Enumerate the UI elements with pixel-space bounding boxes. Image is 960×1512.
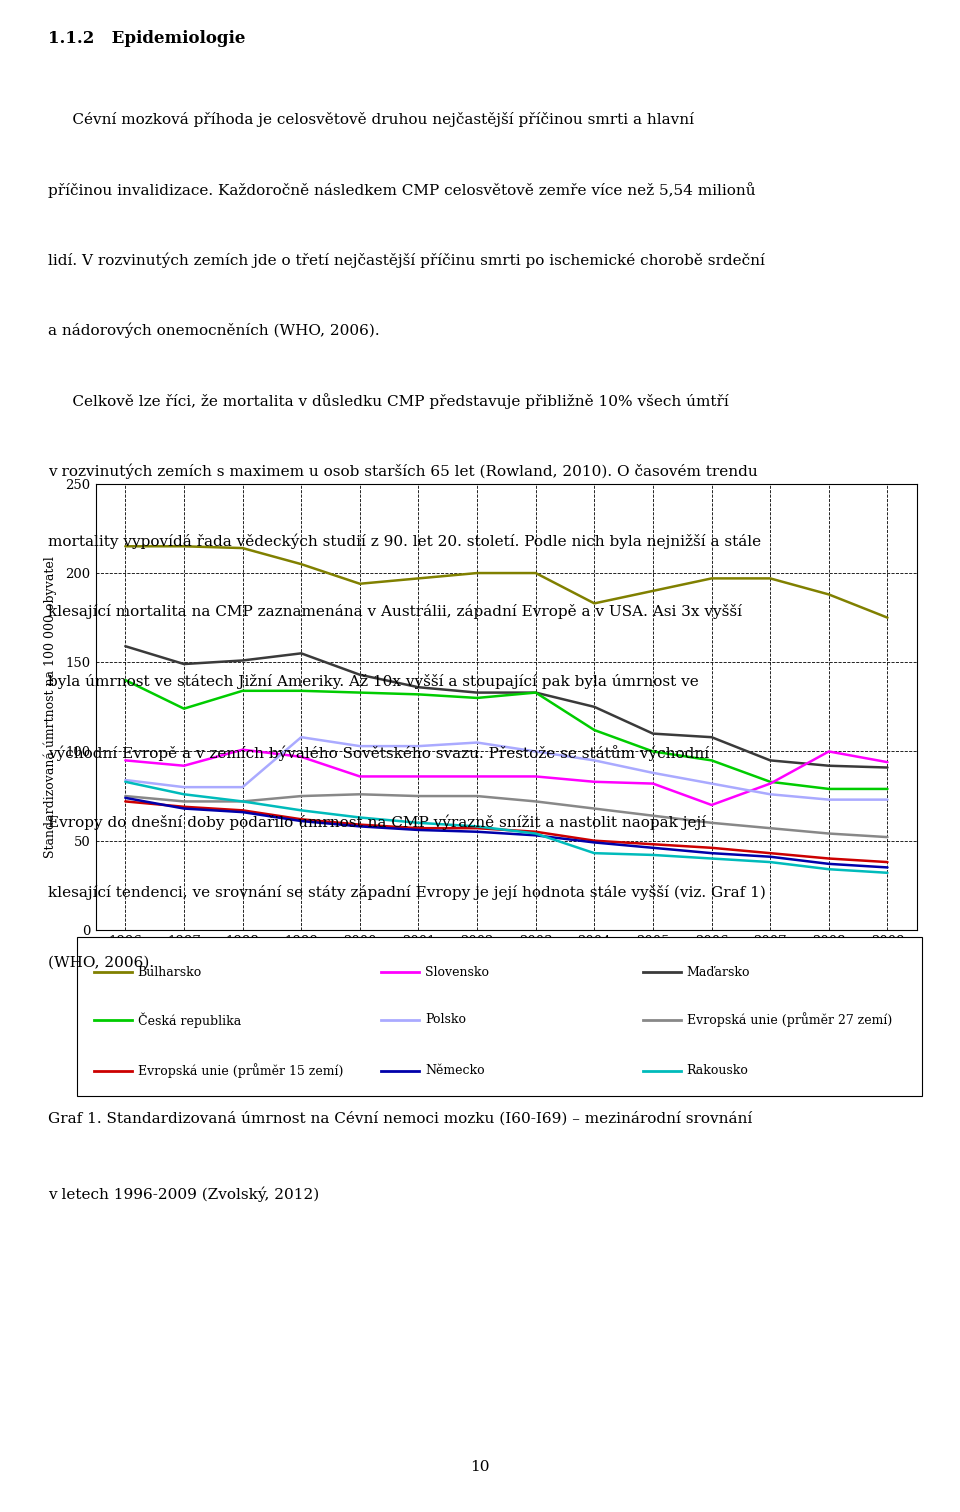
Text: Německo: Německo <box>425 1064 485 1077</box>
Text: 1.1.2   Epidemiologie: 1.1.2 Epidemiologie <box>48 30 246 47</box>
Text: Cévní mozková příhoda je celosvětově druhou nejčastější příčinou smrti a hlavní: Cévní mozková příhoda je celosvětově dru… <box>48 112 694 127</box>
Text: a nádorových onemocněních (WHO, 2006).: a nádorových onemocněních (WHO, 2006). <box>48 324 379 339</box>
Text: Slovensko: Slovensko <box>425 966 489 978</box>
Text: Evropská unie (průměr 27 zemí): Evropská unie (průměr 27 zemí) <box>686 1013 892 1028</box>
Text: lidí. V rozvinutých zemích jde o třetí nejčastější příčinu smrti po ischemické c: lidí. V rozvinutých zemích jde o třetí n… <box>48 253 765 268</box>
Y-axis label: Standardizovaná úmrtnost na 100 000 obyvatel: Standardizovaná úmrtnost na 100 000 obyv… <box>43 556 57 857</box>
Text: byla úmrnost ve státech Jižní Ameriky. Až 10x vyšší a stoupající pak byla úmrnos: byla úmrnost ve státech Jižní Ameriky. A… <box>48 674 699 689</box>
Text: příčinou invalidizace. Každoročně následkem CMP celosvětově zemře více než 5,54 : příčinou invalidizace. Každoročně násled… <box>48 181 756 198</box>
Text: 10: 10 <box>470 1459 490 1474</box>
Text: Česká republika: Česká republika <box>137 1012 241 1028</box>
Text: mortality vypovídá řada vědeckých studií z 90. let 20. století. Podle nich byla : mortality vypovídá řada vědeckých studií… <box>48 534 761 549</box>
Text: východní Evropě a v zemích bývalého Sovětského svazu. Přestože se státům východn: východní Evropě a v zemích bývalého Sově… <box>48 744 709 761</box>
Text: klesající mortalita na CMP zaznamenána v Austrálii, západní Evropě a v USA. Asi : klesající mortalita na CMP zaznamenána v… <box>48 603 742 618</box>
Text: klesající tendenci, ve srovnání se státy západní Evropy je její hodnota stále vy: klesající tendenci, ve srovnání se státy… <box>48 885 766 900</box>
Text: Evropy do dnešní doby podařilo úmrnost na CMP výrazně snížit a nastolit naopak j: Evropy do dnešní doby podařilo úmrnost n… <box>48 815 707 830</box>
Text: Graf 1. Standardizovaná úmrnost na Cévní nemoci mozku (I60-I69) – mezinárodní sr: Graf 1. Standardizovaná úmrnost na Cévní… <box>48 1111 753 1125</box>
Text: Evropská unie (průměr 15 zemí): Evropská unie (průměr 15 zemí) <box>137 1063 343 1078</box>
Text: Polsko: Polsko <box>425 1013 466 1027</box>
Text: v rozvinutých zemích s maximem u osob starších 65 let (Rowland, 2010). O časovém: v rozvinutých zemích s maximem u osob st… <box>48 463 757 479</box>
Text: Celkově lze říci, že mortalita v důsledku CMP představuje přibližně 10% všech úm: Celkově lze říci, že mortalita v důsledk… <box>48 393 729 408</box>
Text: (WHO, 2006).: (WHO, 2006). <box>48 956 155 969</box>
Text: Maďarsko: Maďarsko <box>686 966 751 978</box>
Text: v letech 1996-2009 (Zvolský, 2012): v letech 1996-2009 (Zvolský, 2012) <box>48 1185 320 1202</box>
Text: Bulharsko: Bulharsko <box>137 966 202 978</box>
Text: Rakousko: Rakousko <box>686 1064 749 1077</box>
